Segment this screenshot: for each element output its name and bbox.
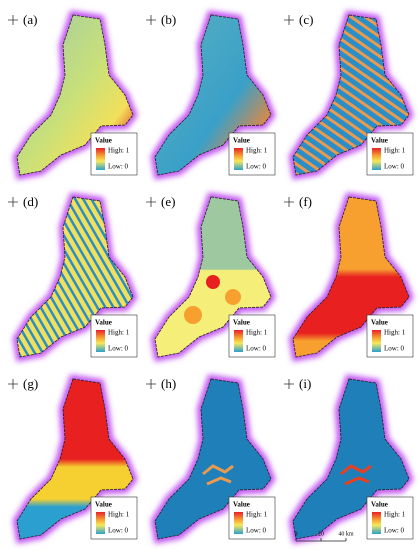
map-area [292,378,410,540]
north-arrow [146,15,156,25]
legend-ramp [96,148,105,170]
panel-label: (c) [299,12,313,27]
zone [206,275,220,289]
legend-low: Low: 0 [384,345,405,353]
scale-bar: 0 20 40 km [295,531,354,542]
map-area [16,14,134,176]
zone [184,306,202,324]
legend-low: Low: 0 [246,345,267,353]
legend-ramp [96,330,105,352]
north-arrow [284,379,294,389]
map-area [292,14,410,176]
panel-label: (e) [161,194,175,209]
map-panel: (i) Value High: 1 Low: 0 0 20 40 km [284,374,414,544]
scale-label: 0 [295,531,298,537]
legend-low: Low: 0 [246,527,267,535]
map-panel: (b) Value High: 1 Low: 0 [146,10,276,180]
hotspot [340,464,372,486]
legend: Value High: 1 Low: 0 [366,496,414,540]
panel-label: (f) [299,194,312,209]
legend-title: Value [233,501,250,509]
panel-label: (a) [23,12,37,27]
panel-label: (b) [161,12,176,27]
panel-label: (g) [23,376,38,391]
legend-high: High: 1 [384,147,406,155]
map-area [154,14,272,176]
legend-ramp [234,330,243,352]
north-arrow [146,197,156,207]
legend-title: Value [371,137,388,145]
legend-high: High: 1 [384,511,406,519]
legend-ramp [96,512,105,534]
map-area [292,196,410,358]
map-panel: (a) Value High: 1 Low: 0 [8,10,138,180]
panel-label: (d) [23,194,38,209]
legend-title: Value [233,137,250,145]
map-panel: (h) Value High: 1 Low: 0 [146,374,276,544]
legend-high: High: 1 [384,329,406,337]
north-arrow [146,379,156,389]
map-area [16,378,134,540]
legend-low: Low: 0 [108,527,129,535]
legend-low: Low: 0 [246,163,267,171]
legend-high: High: 1 [108,511,130,519]
scale-line [295,538,347,542]
north-arrow [8,197,18,207]
legend-high: High: 1 [108,147,130,155]
legend-title: Value [233,319,250,327]
legend-low: Low: 0 [108,345,129,353]
map-area [154,378,272,540]
scale-label: 40 km [338,531,354,537]
legend-ramp [372,148,381,170]
legend-ramp [234,512,243,534]
legend: Value High: 1 Low: 0 [90,132,138,176]
zone [225,289,241,305]
legend-ramp [372,330,381,352]
north-arrow [284,15,294,25]
north-arrow [8,379,18,389]
legend: Value High: 1 Low: 0 [366,132,414,176]
legend-ramp [372,512,381,534]
legend: Value High: 1 Low: 0 [90,314,138,358]
scale-label: 20 [318,531,324,537]
legend-low: Low: 0 [384,527,405,535]
map-panel: (g) Value High: 1 Low: 0 [8,374,138,544]
panel-label: (i) [299,376,311,391]
legend-high: High: 1 [246,329,268,337]
panel-label: (h) [161,376,176,391]
legend: Value High: 1 Low: 0 [228,314,276,358]
legend-title: Value [371,501,388,509]
hotspot [202,464,234,486]
north-arrow [284,197,294,207]
map-area [16,196,134,358]
legend-title: Value [95,137,112,145]
legend: Value High: 1 Low: 0 [90,496,138,540]
north-arrow [8,15,18,25]
legend: Value High: 1 Low: 0 [366,314,414,358]
legend-title: Value [371,319,388,327]
legend-ramp [234,148,243,170]
legend-high: High: 1 [246,147,268,155]
legend-low: Low: 0 [384,163,405,171]
legend-low: Low: 0 [108,163,129,171]
map-panel: (e) Value High: 1 Low: 0 [146,192,276,362]
map-panel: (c) Value High: 1 Low: 0 [284,10,414,180]
legend-high: High: 1 [246,511,268,519]
legend: Value High: 1 Low: 0 [228,496,276,540]
legend-title: Value [95,319,112,327]
legend-title: Value [95,501,112,509]
legend-high: High: 1 [108,329,130,337]
map-panel: (d) Value High: 1 Low: 0 [8,192,138,362]
map-panel: (f) Value High: 1 Low: 0 [284,192,414,362]
legend: Value High: 1 Low: 0 [228,132,276,176]
